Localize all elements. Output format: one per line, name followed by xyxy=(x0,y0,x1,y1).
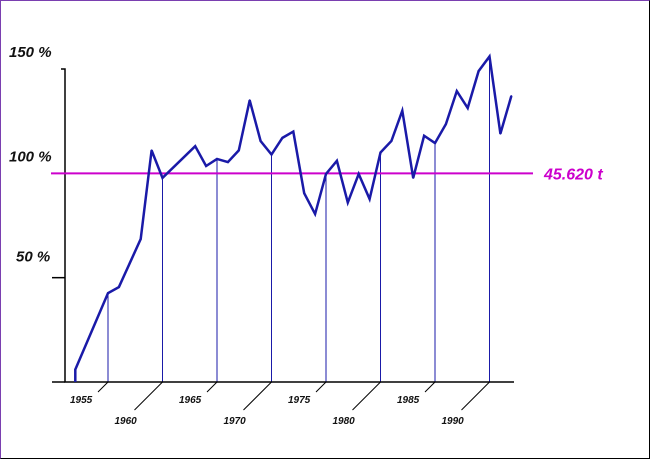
data-point xyxy=(248,99,251,102)
data-point xyxy=(434,142,436,145)
axes xyxy=(61,68,514,383)
data-point xyxy=(226,161,229,164)
data-point xyxy=(423,134,426,137)
data-point xyxy=(303,192,306,195)
data-point xyxy=(335,159,338,162)
data-point xyxy=(74,368,77,371)
data-point xyxy=(117,286,120,289)
data-point xyxy=(379,151,382,154)
reference-line-label: 45.620 t xyxy=(543,166,603,183)
data-point xyxy=(488,55,491,58)
data-point xyxy=(259,139,262,142)
data-point xyxy=(292,130,295,133)
x-tick-label: 1980 xyxy=(333,416,356,427)
x-tick-1990 xyxy=(461,381,490,411)
x-tick-1980 xyxy=(352,381,381,411)
data-point xyxy=(499,132,502,135)
data-point xyxy=(368,197,371,200)
data-line xyxy=(74,53,513,382)
data-point xyxy=(412,176,415,179)
x-tick-1970 xyxy=(243,381,272,411)
data-point xyxy=(161,176,164,179)
data-point xyxy=(346,201,349,204)
data-point xyxy=(477,70,480,73)
x-tick-label: 1970 xyxy=(224,416,247,427)
data-point xyxy=(128,262,131,265)
data-point xyxy=(444,123,447,126)
data-point xyxy=(455,90,458,93)
x-tick-1975 xyxy=(315,381,327,393)
data-point xyxy=(107,292,109,295)
data-point xyxy=(314,213,317,216)
data-point xyxy=(139,238,142,241)
x-tick-label: 1965 xyxy=(179,395,202,406)
data-point xyxy=(466,107,469,110)
x-tick-1965 xyxy=(206,381,218,393)
data-point xyxy=(357,172,360,175)
x-tick-label: 1990 xyxy=(442,416,465,427)
data-point xyxy=(194,145,197,148)
data-point xyxy=(281,136,284,139)
x-tick-1955 xyxy=(97,381,109,393)
data-point xyxy=(270,153,273,156)
x-tick-label: 1955 xyxy=(70,395,93,406)
x-tick-1985 xyxy=(424,381,436,393)
x-tick-label: 1960 xyxy=(115,416,138,427)
data-point xyxy=(237,149,240,152)
data-point xyxy=(390,139,393,142)
y-tick-label: 100 % xyxy=(9,148,52,165)
x-tick-1960 xyxy=(134,381,163,411)
data-point xyxy=(205,165,208,168)
x-tick-label: 1975 xyxy=(288,395,311,406)
data-point xyxy=(150,149,153,152)
data-point xyxy=(325,172,327,175)
x-tick-label: 1985 xyxy=(397,395,420,406)
y-tick-label: 50 % xyxy=(16,249,50,266)
data-point xyxy=(216,157,218,160)
y-tick-label: 150 % xyxy=(9,44,52,61)
data-point xyxy=(510,95,513,98)
data-point xyxy=(401,109,404,112)
